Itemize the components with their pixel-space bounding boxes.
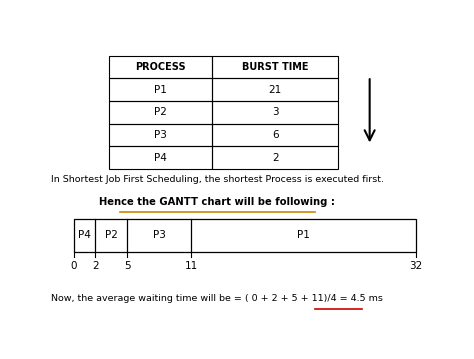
Text: 3: 3 xyxy=(272,107,279,117)
Text: P1: P1 xyxy=(154,84,167,94)
Text: BURST TIME: BURST TIME xyxy=(242,62,309,72)
Text: 2: 2 xyxy=(272,153,279,163)
Text: 5: 5 xyxy=(124,261,131,271)
Text: In Shortest Job First Scheduling, the shortest Process is executed first.: In Shortest Job First Scheduling, the sh… xyxy=(51,176,384,185)
Text: P3: P3 xyxy=(153,230,166,240)
Text: Now, the average waiting time will be = ( 0 + 2 + 5 + 11)/4 = 4.5 ms: Now, the average waiting time will be = … xyxy=(51,294,383,303)
Text: 32: 32 xyxy=(409,261,422,271)
Text: Hence the GANTT chart will be following :: Hence the GANTT chart will be following … xyxy=(99,197,335,207)
Text: P2: P2 xyxy=(154,107,167,117)
Text: PROCESS: PROCESS xyxy=(135,62,186,72)
Text: P4: P4 xyxy=(78,230,91,240)
Text: 6: 6 xyxy=(272,130,279,140)
Text: P2: P2 xyxy=(105,230,118,240)
Text: 21: 21 xyxy=(269,84,282,94)
Text: P3: P3 xyxy=(154,130,167,140)
Text: 2: 2 xyxy=(92,261,99,271)
Text: 0: 0 xyxy=(71,261,77,271)
Text: P1: P1 xyxy=(297,230,310,240)
Text: P4: P4 xyxy=(154,153,167,163)
Text: 11: 11 xyxy=(185,261,198,271)
